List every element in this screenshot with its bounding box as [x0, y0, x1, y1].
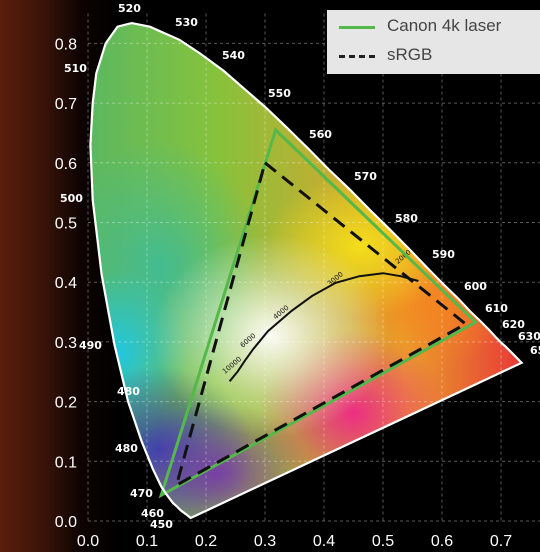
wavelength-label-580: 580 — [395, 212, 418, 225]
wavelength-label-65: 65 — [530, 344, 540, 357]
wavelength-label-620: 620 — [502, 318, 525, 331]
x-tick-label: 0.7 — [490, 533, 512, 550]
wavelength-label-530: 530 — [175, 16, 198, 29]
canon-laser-gamut-triangle — [158, 127, 479, 499]
wavelength-label-490: 490 — [79, 339, 102, 352]
wavelength-label-460: 460 — [141, 507, 164, 520]
wavelength-label-470: 470 — [130, 487, 153, 500]
wavelength-label-600: 600 — [464, 280, 487, 293]
x-tick-label: 0.2 — [195, 533, 217, 550]
legend-label-srgb: sRGB — [387, 45, 433, 64]
legend-swatch-dashed — [339, 55, 375, 58]
wavelength-label-570: 570 — [354, 170, 377, 183]
x-tick-label: 0.3 — [254, 533, 276, 550]
y-tick-label: 0.1 — [55, 454, 77, 471]
axes: 0.0 0.1 0.2 0.3 0.4 0.5 0.6 0.7 0.0 0.1 0.2 0.3 0.4 0… — [55, 36, 512, 550]
spectral-locus-curve — [89, 21, 524, 520]
grid-lines — [87, 13, 540, 522]
y-tick-label: 0.2 — [55, 395, 77, 412]
wavelength-label-480: 480 — [117, 385, 140, 398]
wavelength-label-610: 610 — [485, 302, 508, 315]
wavelength-label-590: 590 — [432, 248, 455, 261]
y-tick-label: 0.6 — [55, 156, 77, 173]
wavelength-label-630: 630 — [518, 330, 540, 343]
legend-item-canon: Canon 4k laser — [327, 14, 540, 40]
gamut-triangles — [158, 127, 479, 499]
wavelength-label-540: 540 — [222, 49, 245, 62]
wavelength-label-500: 500 — [60, 192, 83, 205]
planckian-curve — [228, 272, 419, 382]
wavelength-label-550: 550 — [268, 87, 291, 100]
y-tick-label: 0.3 — [55, 335, 77, 352]
y-tick-label: 0.8 — [55, 36, 77, 53]
y-tick-label: 0.7 — [55, 96, 77, 113]
wavelength-label-520: 520 — [118, 2, 141, 15]
x-tick-label: 0.6 — [431, 533, 453, 550]
wavelength-label-560: 560 — [309, 128, 332, 141]
wavelength-label-510: 510 — [64, 62, 87, 75]
y-tick-label: 0.5 — [55, 216, 77, 233]
legend-swatch-solid — [339, 26, 375, 29]
x-tick-label: 0.4 — [313, 533, 335, 550]
wavelength-label-450: 450 — [150, 518, 173, 531]
spectral-locus-outline — [89, 21, 524, 520]
legend-item-srgb: sRGB — [327, 43, 540, 69]
x-tick-label: 0.0 — [77, 533, 99, 550]
x-tick-label: 0.1 — [136, 533, 158, 550]
x-tick-label: 0.5 — [372, 533, 394, 550]
wavelength-label-480: 480 — [115, 442, 138, 455]
y-tick-label: 0.0 — [55, 514, 77, 531]
legend-label-canon: Canon 4k laser — [387, 16, 502, 35]
y-tick-label: 0.4 — [55, 275, 77, 292]
srgb-gamut-triangle — [174, 160, 469, 489]
legend: Canon 4k laser sRGB — [327, 10, 540, 74]
